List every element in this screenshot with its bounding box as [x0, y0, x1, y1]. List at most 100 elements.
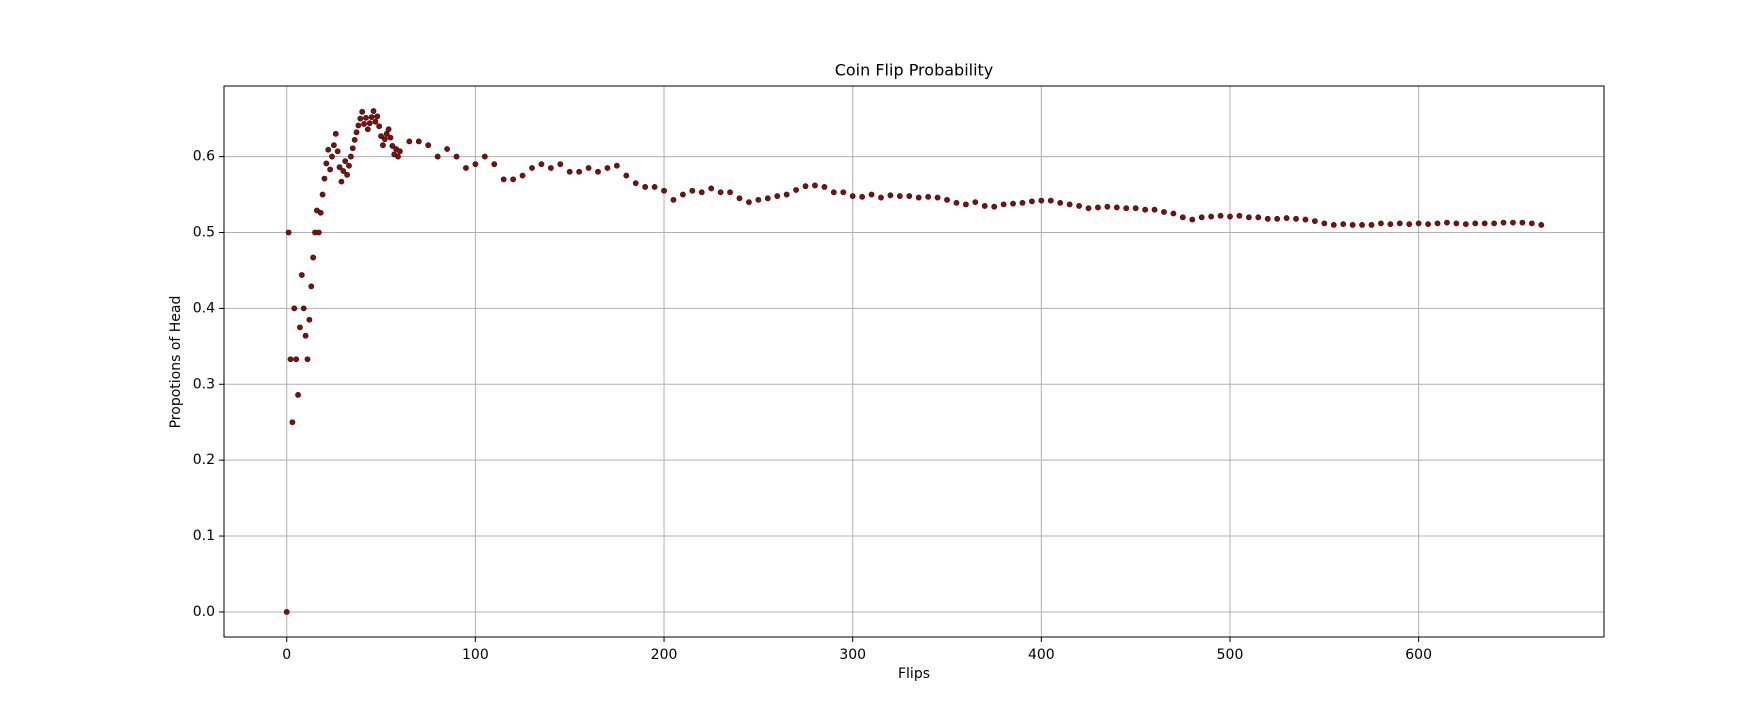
- point: [298, 272, 305, 278]
- point: [1387, 221, 1394, 228]
- point: [793, 187, 799, 193]
- point: [346, 162, 352, 169]
- point: [727, 189, 733, 196]
- point: [1330, 221, 1337, 228]
- point: [500, 176, 507, 183]
- point: [878, 194, 884, 201]
- point: [613, 162, 620, 169]
- point: [595, 168, 601, 175]
- point: [291, 305, 298, 312]
- point: [306, 316, 313, 323]
- point: [389, 143, 396, 149]
- point: [363, 114, 369, 121]
- point: [934, 194, 941, 201]
- point: [991, 203, 998, 210]
- point: [1170, 210, 1177, 217]
- point: [283, 609, 290, 615]
- x-tick-label: 600: [1405, 647, 1432, 663]
- point: [830, 189, 837, 196]
- point: [453, 153, 460, 160]
- point: [364, 126, 371, 133]
- point: [585, 165, 592, 171]
- point: [1208, 213, 1215, 220]
- point: [604, 165, 611, 171]
- point: [557, 161, 564, 168]
- point: [519, 172, 526, 179]
- point: [915, 194, 922, 201]
- point: [708, 185, 715, 192]
- point: [1179, 214, 1186, 221]
- point: [1010, 200, 1016, 207]
- point: [1293, 215, 1299, 222]
- point: [444, 146, 450, 152]
- point: [310, 254, 317, 261]
- point: [849, 193, 856, 199]
- point: [385, 126, 392, 133]
- point: [376, 123, 383, 130]
- point: [651, 184, 658, 190]
- y-tick-label: 0.1: [193, 528, 215, 544]
- point: [840, 189, 847, 196]
- point: [717, 189, 724, 196]
- point: [576, 168, 583, 175]
- point: [1340, 221, 1347, 228]
- point: [300, 305, 307, 312]
- point: [353, 129, 360, 136]
- point: [289, 419, 296, 426]
- point: [1047, 197, 1054, 204]
- point: [285, 229, 292, 236]
- point: [764, 195, 771, 202]
- point: [698, 189, 705, 196]
- x-tick-label: 300: [839, 647, 866, 663]
- point: [370, 108, 377, 114]
- point: [1066, 201, 1073, 208]
- point: [395, 153, 401, 160]
- point: [1198, 214, 1205, 221]
- point: [397, 148, 403, 155]
- x-tick-label: 200: [651, 647, 678, 663]
- point: [329, 153, 335, 160]
- point: [962, 201, 969, 208]
- y-tick-label: 0.3: [193, 376, 215, 392]
- point: [783, 191, 790, 198]
- point: [1283, 215, 1290, 221]
- point: [679, 191, 686, 198]
- point: [355, 122, 362, 129]
- point: [1311, 218, 1318, 224]
- point: [1161, 209, 1167, 215]
- point: [295, 391, 301, 398]
- point: [347, 153, 354, 160]
- point: [1076, 203, 1082, 209]
- point: [623, 172, 630, 179]
- point: [1444, 219, 1450, 226]
- point: [1500, 219, 1507, 226]
- x-tick-label: 100: [462, 647, 489, 663]
- point: [1142, 206, 1149, 213]
- point: [1481, 220, 1488, 227]
- point: [406, 138, 413, 145]
- point: [736, 195, 743, 202]
- point: [1236, 212, 1243, 219]
- point: [1396, 220, 1403, 227]
- y-tick-label: 0.0: [193, 604, 215, 620]
- point: [315, 229, 322, 236]
- point: [538, 161, 545, 168]
- point: [689, 187, 696, 194]
- point: [1019, 199, 1026, 206]
- point: [491, 161, 498, 168]
- point: [1321, 220, 1328, 227]
- point: [293, 356, 300, 363]
- point: [1189, 216, 1196, 223]
- point: [321, 175, 328, 182]
- point: [661, 187, 667, 194]
- point: [381, 136, 388, 143]
- point: [327, 166, 334, 173]
- point: [529, 165, 535, 171]
- point: [1085, 205, 1092, 212]
- point: [972, 199, 979, 206]
- point: [510, 176, 517, 183]
- x-tick-label: 0: [282, 647, 291, 663]
- point: [1123, 205, 1130, 212]
- point: [547, 165, 554, 171]
